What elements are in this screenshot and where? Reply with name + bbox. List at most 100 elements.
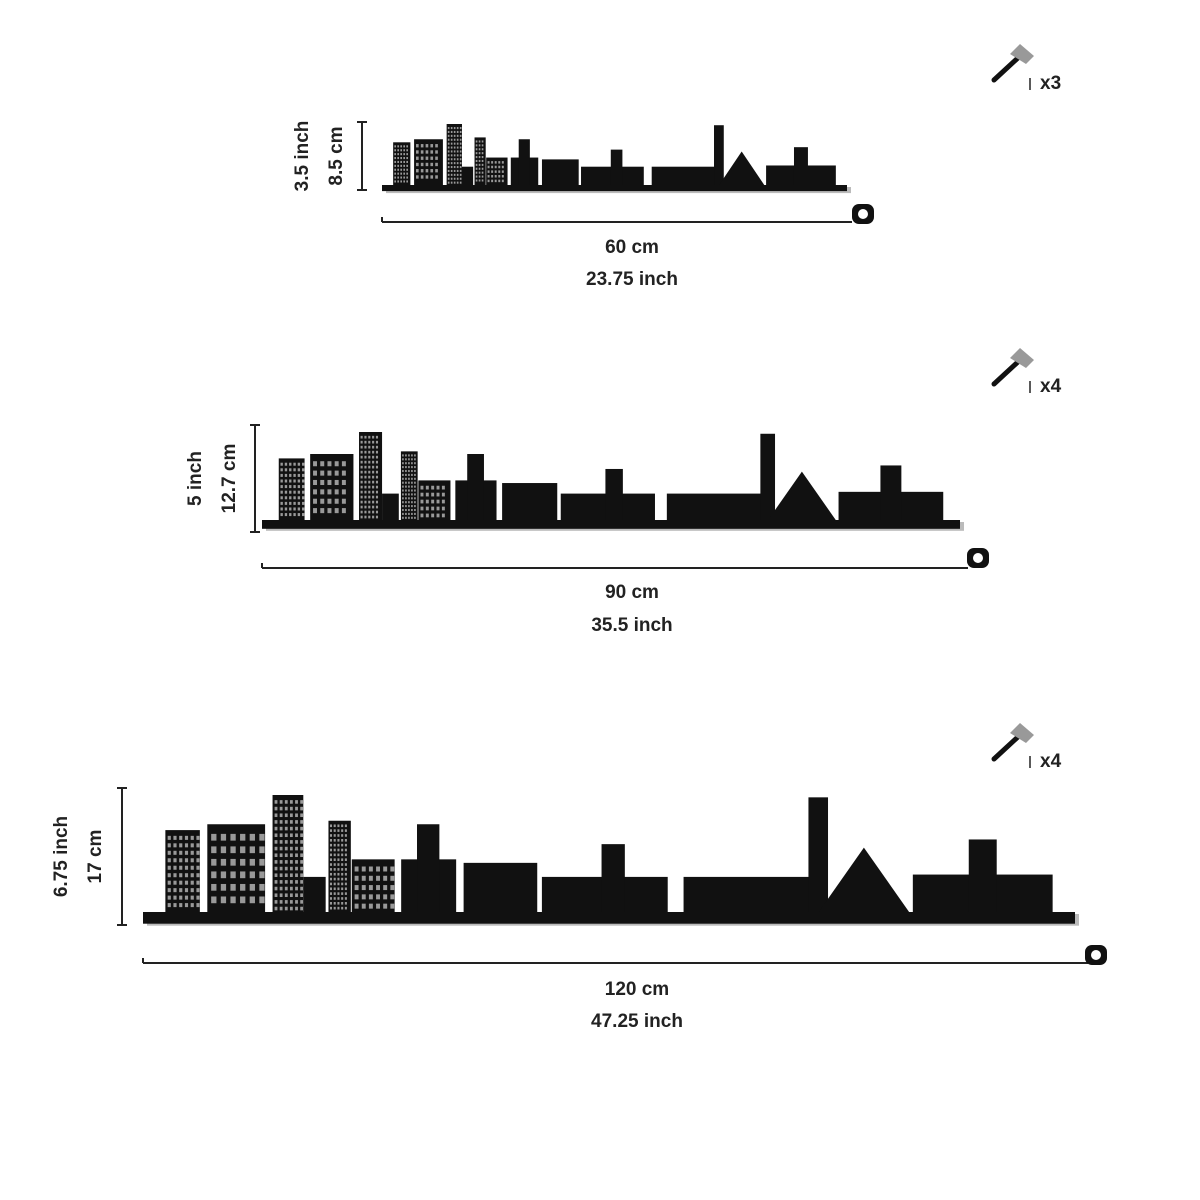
- window: [420, 144, 424, 148]
- window: [360, 495, 363, 499]
- window: [173, 865, 177, 870]
- window: [491, 170, 494, 173]
- window: [341, 868, 344, 871]
- window: [293, 468, 296, 472]
- window: [411, 466, 413, 469]
- window: [284, 886, 288, 891]
- window: [360, 435, 363, 439]
- window: [329, 882, 333, 886]
- window: [179, 850, 183, 855]
- window: [274, 880, 278, 884]
- window: [320, 461, 325, 467]
- window: [400, 149, 403, 152]
- window: [475, 144, 478, 147]
- window: [196, 873, 200, 878]
- window: [300, 873, 304, 878]
- window: [280, 473, 283, 477]
- window: [414, 485, 416, 488]
- window: [402, 489, 404, 492]
- window: [403, 172, 406, 175]
- window: [453, 127, 456, 130]
- window: [179, 895, 183, 900]
- window: [333, 829, 336, 832]
- window: [344, 858, 347, 862]
- window: [179, 903, 183, 908]
- window: [329, 824, 333, 828]
- window: [375, 440, 379, 444]
- window: [431, 499, 435, 504]
- window: [360, 475, 363, 479]
- window: [375, 505, 379, 509]
- window: [459, 166, 462, 169]
- window: [295, 893, 298, 898]
- window: [284, 853, 288, 858]
- window: [397, 180, 400, 183]
- window: [333, 839, 336, 842]
- window: [320, 498, 325, 504]
- window: [240, 846, 246, 854]
- window: [333, 834, 336, 837]
- window: [383, 903, 388, 909]
- window: [425, 492, 429, 497]
- window: [274, 806, 278, 811]
- window: [361, 894, 366, 900]
- window: [284, 826, 288, 831]
- window: [405, 481, 407, 484]
- window: [220, 871, 227, 879]
- window: [420, 162, 424, 167]
- window: [300, 820, 304, 824]
- window: [173, 873, 177, 878]
- window: [337, 877, 340, 881]
- width-inch: 23.75 inch: [586, 269, 678, 290]
- window: [337, 853, 340, 857]
- window: [295, 906, 298, 911]
- window: [408, 501, 410, 504]
- window: [190, 873, 194, 878]
- window: [481, 159, 484, 163]
- window: [230, 858, 236, 866]
- window: [405, 516, 407, 519]
- window: [341, 872, 344, 876]
- window: [478, 163, 481, 166]
- window: [184, 850, 189, 855]
- window: [313, 470, 318, 476]
- window: [341, 906, 344, 910]
- window: [279, 886, 283, 891]
- window: [436, 485, 440, 490]
- window: [337, 839, 340, 842]
- window: [333, 882, 336, 886]
- window: [329, 872, 333, 876]
- window: [435, 144, 438, 148]
- window: [435, 150, 438, 154]
- window: [475, 152, 478, 155]
- width-cm: 60 cm: [605, 237, 659, 258]
- window: [478, 144, 481, 147]
- window: [478, 148, 481, 151]
- window: [475, 167, 478, 170]
- window: [400, 153, 403, 156]
- window: [459, 142, 462, 145]
- window: [436, 513, 440, 518]
- window: [368, 470, 371, 474]
- window: [425, 156, 429, 160]
- window: [390, 903, 395, 909]
- building: [351, 859, 395, 912]
- window: [402, 454, 404, 457]
- window: [333, 868, 336, 871]
- window: [447, 127, 450, 130]
- window: [295, 886, 298, 891]
- window: [230, 833, 236, 841]
- window: [179, 865, 183, 870]
- window: [320, 508, 325, 514]
- window: [406, 145, 409, 148]
- window: [420, 506, 424, 511]
- window: [360, 450, 363, 454]
- window: [456, 138, 459, 141]
- window: [320, 470, 325, 476]
- window: [459, 173, 462, 176]
- window: [453, 134, 456, 137]
- window: [279, 860, 283, 864]
- window: [481, 140, 484, 143]
- window: [364, 515, 367, 519]
- window: [481, 171, 484, 174]
